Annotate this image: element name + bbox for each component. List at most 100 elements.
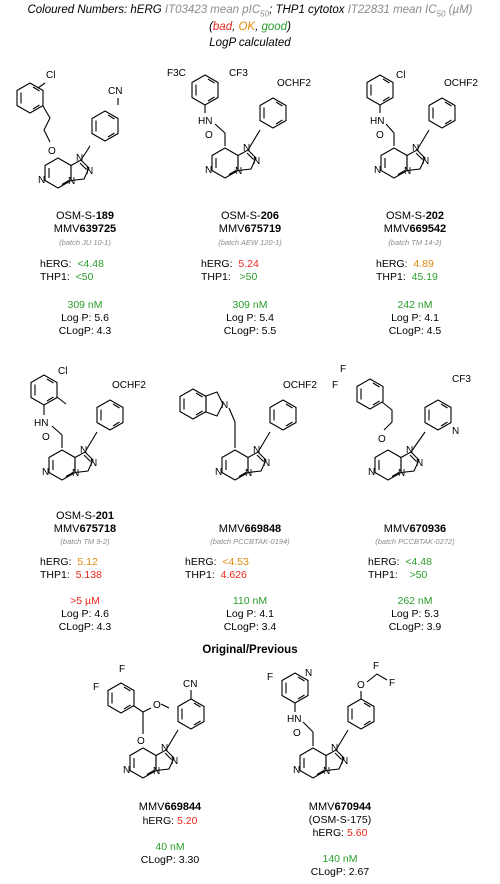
compound-mmv-id: MMV670936 [383, 523, 447, 535]
legend-line-2: (bad, OK, good) [209, 21, 291, 33]
atom-label: CN [108, 86, 122, 97]
herg-row: hERG: <4.53 [185, 556, 249, 568]
thp1-value: 4.626 [220, 569, 247, 581]
svg-text:N: N [368, 467, 375, 478]
batch-label: (batch PCCBTAK-0194) [210, 537, 290, 546]
svg-text:N: N [404, 166, 411, 177]
compound-card-osm-s-206: F3C CF3 HN O N N N N OCHF2 OSM-S-206 MMV… [165, 58, 335, 348]
svg-text:HN: HN [34, 418, 48, 429]
legend-good: good [261, 21, 288, 33]
svg-text:N: N [90, 458, 97, 469]
compound-card-mmv-669848: N N N N N OCHF2 MMV669848 (batch PCCBTAK… [165, 360, 335, 650]
herg-value: 5.20 [177, 815, 198, 827]
structure-mmv-670936: F F O N N N N N CF3 [332, 364, 471, 481]
clogp-value: CLogP: 3.9 [388, 621, 442, 633]
legend-ok: OK [238, 21, 256, 33]
herg-row: hERG: 5.60 [312, 827, 368, 839]
thp1-value: >50 [409, 569, 428, 581]
thp1-assay-label: IT22831 mean IC50 (µM) [347, 4, 473, 19]
logp-value: Log P: 4.1 [391, 312, 439, 324]
svg-text:N: N [153, 766, 160, 777]
svg-text:N: N [235, 166, 242, 177]
compound-card-mmv-670936: F F O N N N N N CF3 MMV670936 (batch PCC… [330, 360, 500, 650]
structure-mmv-670944: F N HN O N N N N O F F [267, 661, 395, 779]
svg-text:Cl: Cl [58, 366, 67, 377]
svg-text:N: N [123, 765, 130, 776]
batch-label: (batch PCCBTAK-0272) [375, 537, 455, 546]
logp-value: Log P: 4.6 [61, 608, 109, 620]
batch-label: (batch TM 9-2) [60, 537, 110, 546]
svg-text:F: F [332, 380, 338, 391]
compound-osm-id: OSM-S-189 [55, 210, 115, 222]
svg-text:N: N [245, 468, 252, 479]
batch-label: (batch JU 10-1) [59, 238, 111, 247]
svg-text:N: N [452, 426, 459, 437]
svg-text:N: N [243, 143, 250, 154]
thp1-value: >50 [239, 271, 258, 283]
svg-text:N: N [323, 766, 330, 777]
svg-text:CF3: CF3 [452, 374, 471, 385]
clogp-value: CLogP: 4.5 [388, 325, 442, 337]
compound-mmv-id: MMV669848 [218, 523, 282, 535]
herg-row: hERG: 4.89 [376, 258, 434, 270]
clogp-value: CLogP: 4.3 [58, 621, 112, 633]
svg-text:N: N [80, 445, 87, 456]
svg-text:CN: CN [183, 679, 197, 690]
legend-line-1: Coloured Numbers: hERG IT03423 mean pIC5… [0, 3, 500, 21]
potency-value: 262 nM [397, 595, 433, 607]
svg-text:N: N [374, 165, 381, 176]
clogp-value: CLogP: 2.67 [310, 866, 370, 878]
svg-text:O: O [153, 700, 161, 711]
structure-osm-s-201: Cl HN O N N N N OCHF2 [30, 366, 146, 481]
legend-text: Coloured Numbers: hERG [27, 4, 165, 16]
svg-text:N: N [406, 445, 413, 456]
compound-osm-id: OSM-S-202 [385, 210, 445, 222]
svg-text:HN: HN [370, 116, 384, 127]
svg-text:N: N [293, 765, 300, 776]
svg-text:N: N [38, 175, 45, 186]
svg-text:N: N [42, 467, 49, 478]
svg-text:F: F [373, 661, 379, 672]
svg-text:F: F [389, 678, 395, 689]
svg-text:N: N [221, 400, 228, 411]
herg-row: hERG: 5.20 [142, 815, 198, 827]
svg-text:N: N [398, 468, 405, 479]
svg-text:N: N [171, 756, 178, 767]
structure-mmv-669848: N N N N N OCHF2 [179, 380, 317, 481]
compound-osm-id: OSM-S-201 [55, 510, 115, 522]
potency-value: >5 µM [70, 595, 100, 607]
thp1-row: THP1: >50 [368, 569, 428, 581]
svg-text:O: O [137, 736, 145, 747]
herg-value: 5.24 [238, 258, 259, 270]
svg-text:N: N [253, 445, 260, 456]
svg-text:N: N [205, 165, 212, 176]
structure-mmv-669844: F F O O N N N N CN [93, 664, 205, 779]
compound-mmv-id: MMV639725 [53, 223, 117, 235]
logp-value: Log P: 5.6 [61, 312, 109, 324]
potency-value: 309 nM [67, 299, 103, 311]
legend-bad: bad [212, 21, 233, 33]
herg-row: hERG: 5.24 [201, 258, 259, 270]
compound-card-osm-s-201: Cl HN O N N N N OCHF2 OSM-S-201 MMV67571… [0, 360, 170, 650]
potency-value: 242 nM [397, 299, 433, 311]
herg-assay-label: IT03423 mean pIC50 [164, 4, 270, 19]
compound-card-mmv-669844: F F O O N N N N CN MMV669844 hERG: 5.20 … [85, 660, 255, 884]
svg-text:O: O [42, 432, 50, 443]
svg-text:N: N [416, 458, 423, 469]
potency-value: 110 nM [232, 595, 268, 607]
clogp-value: CLogP: 3.4 [223, 621, 277, 633]
svg-text:F: F [93, 682, 99, 693]
section-title: Original/Previous [202, 644, 298, 656]
svg-text:HN: HN [287, 714, 301, 725]
svg-text:N: N [253, 156, 260, 167]
thp1-row: THP1: 45.19 [376, 271, 438, 283]
compound-osm-id: OSM-S-206 [220, 210, 280, 222]
atom-label: Cl [46, 70, 55, 81]
svg-text:N: N [68, 176, 75, 187]
legend-line-3: LogP calculated [209, 37, 291, 49]
svg-text:N: N [305, 668, 312, 679]
legend-text: ; THP1 cytotox [269, 4, 348, 16]
thp1-row: THP1: >50 [201, 271, 258, 283]
svg-text:O: O [376, 130, 384, 141]
svg-text:N: N [341, 756, 348, 767]
